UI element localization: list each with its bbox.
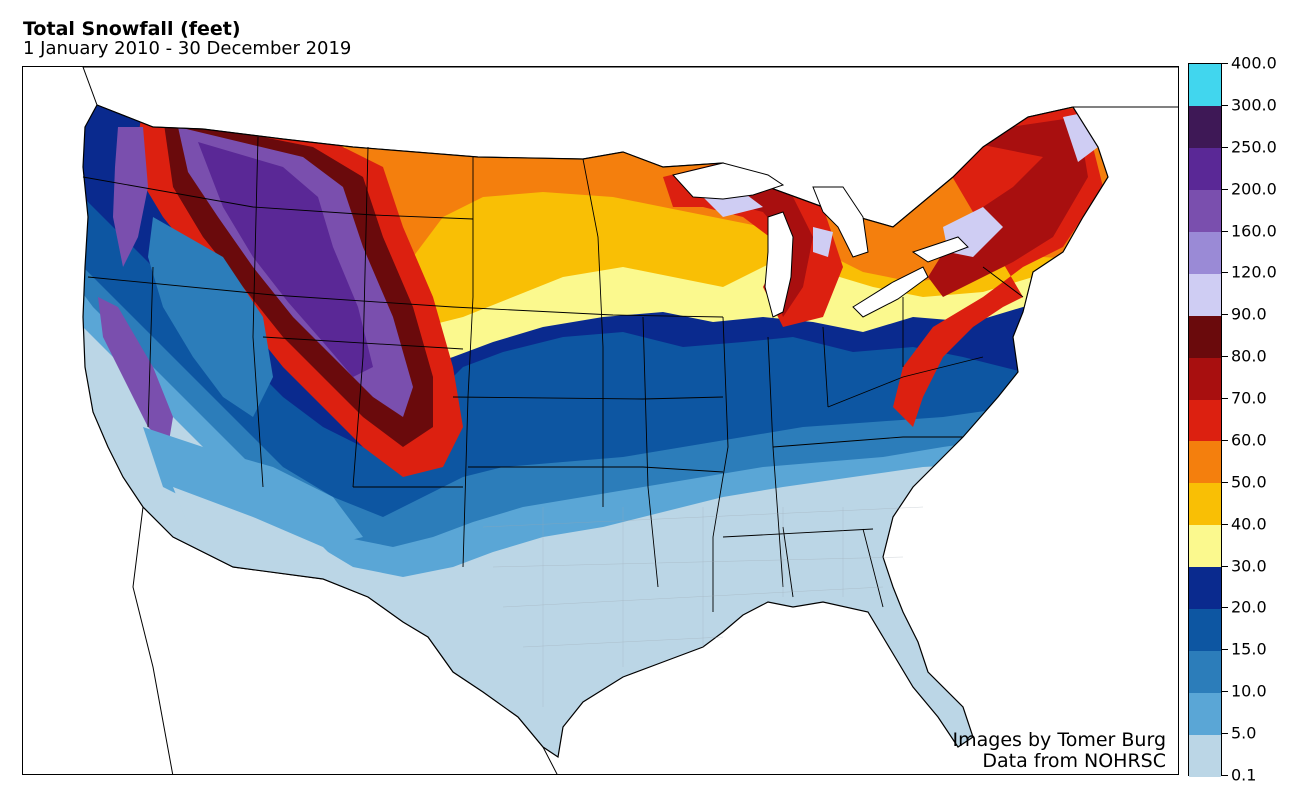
colorbar-tick <box>1222 565 1228 567</box>
colorbar-segment <box>1189 273 1221 317</box>
colorbar-segment <box>1189 441 1221 484</box>
colorbar <box>1188 63 1222 778</box>
colorbar-tick <box>1222 481 1228 483</box>
colorbar-segment <box>1189 64 1221 107</box>
lake-huron <box>812 186 869 258</box>
colorbar-tick <box>1222 272 1228 274</box>
colorbar-tick <box>1222 314 1228 316</box>
colorbar-tick-label: 20.0 <box>1231 597 1267 617</box>
colorbar-segment <box>1189 357 1221 401</box>
colorbar-tick-label: 200.0 <box>1231 179 1277 199</box>
map-title: Total Snowfall (feet) <box>23 18 241 40</box>
lake-ontario <box>911 236 969 263</box>
colorbar-segment <box>1189 693 1221 736</box>
lake-erie <box>852 266 929 318</box>
colorbar-tick <box>1222 104 1228 106</box>
snowfall-band-southwest-low <box>173 487 343 567</box>
colorbar-segment <box>1189 609 1221 652</box>
snowfall-map-svg <box>82 67 1178 774</box>
map-subtitle: 1 January 2010 - 30 December 2019 <box>23 38 352 59</box>
colorbar-tick-label: 80.0 <box>1231 346 1267 366</box>
snowfall-band-sierra <box>98 297 173 447</box>
colorbar-tick-label: 0.1 <box>1231 765 1257 785</box>
colorbar-tick <box>1222 523 1228 525</box>
colorbar-tick-label: 10.0 <box>1231 681 1267 701</box>
colorbar-tick <box>1222 775 1228 776</box>
colorbar-tick-label: 40.0 <box>1231 514 1267 534</box>
colorbar-segment <box>1189 399 1221 442</box>
colorbar-tick-label: 90.0 <box>1231 304 1267 324</box>
colorbar-segment <box>1189 567 1221 610</box>
snowfall-band-cascades <box>113 127 148 267</box>
county-lines <box>482 506 924 707</box>
snowfall-map: Images by Tomer Burg Data from NOHRSC <box>22 66 1179 775</box>
colorbar-tick <box>1222 230 1228 232</box>
colorbar-segment <box>1189 525 1221 568</box>
colorbar-tick-label: 5.0 <box>1231 723 1257 743</box>
credit-source: Data from NOHRSC <box>982 750 1166 772</box>
colorbar-segment <box>1189 483 1221 526</box>
colorbar-tick-label: 30.0 <box>1231 556 1267 576</box>
colorbar-tick-label: 160.0 <box>1231 221 1277 241</box>
colorbar-tick-label: 15.0 <box>1231 639 1267 659</box>
colorbar-tick <box>1222 733 1228 735</box>
colorbar-tick <box>1222 649 1228 651</box>
snowfall-band-rockies-250 <box>198 142 373 377</box>
colorbar-segment <box>1189 189 1221 233</box>
colorbar-tick-label: 60.0 <box>1231 430 1267 450</box>
colorbar-tick <box>1222 188 1228 190</box>
snowfall-band-great-basin <box>148 217 273 417</box>
colorbar-tick <box>1222 356 1228 358</box>
colorbar-tick <box>1222 146 1228 148</box>
colorbar-segment <box>1189 231 1221 275</box>
state-borders <box>82 136 1024 612</box>
colorbar-segment <box>1189 651 1221 694</box>
colorbar-segment <box>1189 315 1221 359</box>
colorbar-segment <box>1189 105 1221 149</box>
us-outline <box>82 104 1109 759</box>
lake-michigan <box>764 211 794 318</box>
colorbar-tick-label: 400.0 <box>1231 53 1277 73</box>
colorbar-tick-label: 300.0 <box>1231 95 1277 115</box>
colorbar-tick-label: 70.0 <box>1231 388 1267 408</box>
colorbar-tick <box>1222 691 1228 693</box>
colorbar-tick <box>1222 607 1228 609</box>
lake-superior <box>672 162 785 200</box>
colorbar-segment <box>1189 735 1221 778</box>
colorbar-tick <box>1222 63 1228 64</box>
colorbar-segment <box>1189 147 1221 191</box>
colorbar-tick <box>1222 439 1228 441</box>
credit-author: Images by Tomer Burg <box>952 729 1166 751</box>
colorbar-tick <box>1222 398 1228 400</box>
colorbar-tick-label: 120.0 <box>1231 262 1277 282</box>
snowfall-band-southwest <box>143 427 363 547</box>
colorbar-tick-label: 50.0 <box>1231 472 1267 492</box>
colorbar-tick-label: 250.0 <box>1231 137 1277 157</box>
